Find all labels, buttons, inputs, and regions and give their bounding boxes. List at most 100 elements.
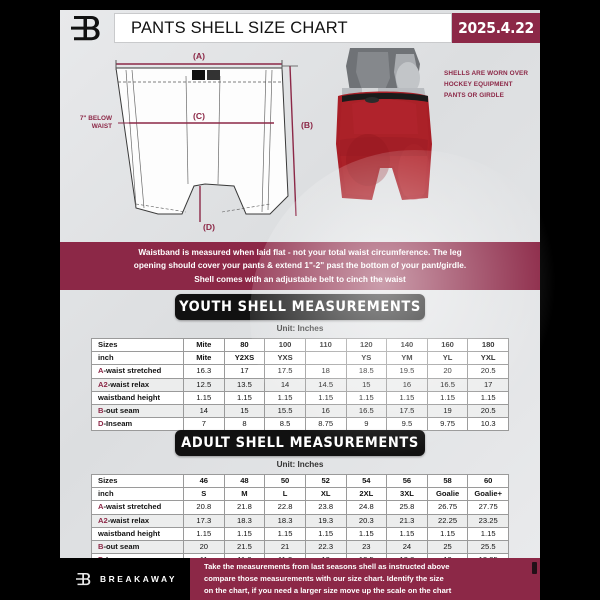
footer-line-3: on the chart, if you need a larger size … [204,585,452,595]
table-cell: 19.5 [386,364,428,379]
table-cell: 110 [304,337,347,353]
youth-section-banner: YOUTH SHELL MEASUREMENTS [175,294,425,320]
instruction-line-2: opening should cover your pants & extend… [133,260,467,271]
table-cell: 1.15 [426,390,469,405]
table-cell [304,351,347,366]
table-row: B-out seam 14 15 15.5 16 16.5 17.5 19 20.5 [91,403,509,419]
table-cell: 24 [386,539,428,555]
table-cell: 1.15 [386,526,428,541]
table-row: D-Inseam 7 8 8.5 8.75 9 9.5 9.75 10.3 [91,417,509,432]
table-cell: YXL [467,351,509,366]
table-cell: 24.8 [345,500,388,515]
table-cell: 17.3 [183,513,225,528]
table-cell: 21.5 [223,539,266,555]
table-cell: 22.25 [426,513,469,528]
row-key: D [98,419,104,429]
page-footer: BREAKAWAY Take the measurements from las… [60,558,540,600]
row-key: B [98,406,104,416]
table-cell: 100 [264,337,306,353]
table-cell: 1.15 [183,526,225,541]
row-label: A-waist stretched [91,364,184,379]
page-title: PANTS SHELL SIZE CHART [114,13,452,43]
table-cell: Mite [183,351,225,366]
table-cell: 16.5 [426,377,469,392]
row-label: inch [91,351,184,366]
table-cell: 12.5 [183,377,225,392]
table-cell: 21 [264,539,306,555]
table-cell: 1.15 [304,390,347,405]
table-cell: 14 [264,377,306,392]
pants-technical-drawing: (A) (C) (B) (D) 7" BELOW WAIST [74,46,324,236]
table-cell: 140 [386,337,428,353]
youth-table-body: Sizes Mite 80 100 110 120 140 160 180 inch Mite Y2X… [91,337,509,432]
adult-table-body: Sizes 46 48 50 52 54 56 58 60 inch S M L XL 2XL 3XL Goal… [91,473,509,568]
adult-section: ADULT SHELL MEASUREMENTS Unit: Inches Si… [60,430,540,568]
scroll-indicator[interactable] [532,562,537,574]
youth-section: YOUTH SHELL MEASUREMENTS Unit: Inches Si… [60,294,540,432]
table-cell: 46 [183,473,225,489]
table-cell: 20 [426,364,469,379]
table-cell: 25.5 [467,539,509,555]
table-cell: 9.75 [426,417,469,432]
table-cell: 16 [386,377,428,392]
row-label: D-Inseam [91,417,184,432]
table-row: B-out seam 20 21.5 21 22.3 23 24 25 25.5 [91,539,509,555]
table-cell: 160 [426,337,469,353]
table-cell: 23.25 [467,513,509,528]
table-cell: 18.3 [223,513,266,528]
row-label: Sizes [91,473,184,489]
table-cell: 8 [223,417,266,432]
adult-section-banner: ADULT SHELL MEASUREMENTS [175,430,425,456]
table-cell: 20.8 [183,500,225,515]
instruction-line-3: Shell comes with an adjustable belt to c… [194,273,406,284]
table-cell: 50 [264,473,306,489]
table-cell: 17.5 [264,364,306,379]
table-cell: YL [426,351,469,366]
row-label: B-out seam [91,539,184,555]
table-cell: 1.15 [386,390,428,405]
diagram-section: (A) (C) (B) (D) 7" BELOW WAIST [60,46,540,236]
table-cell: 60 [467,473,509,489]
table-cell: 120 [345,337,388,353]
table-cell: 1.15 [223,390,266,405]
table-cell: 25.8 [386,500,428,515]
row-label: waistband height [91,390,184,405]
table-cell: 23 [345,539,388,555]
table-cell: 54 [345,473,388,489]
table-cell: L [264,487,306,502]
row-label: A2-waist relax [91,513,184,528]
youth-unit-label: Unit: Inches [276,324,324,333]
table-cell: 21.3 [386,513,428,528]
table-cell: YS [345,351,388,366]
table-cell: Goalie+ [467,487,509,502]
table-cell: 17.5 [386,403,428,419]
table-cell: M [223,487,266,502]
footer-line-2: compare those measurements with our size… [204,574,444,583]
table-cell: 1.15 [426,526,469,541]
table-cell: 8.75 [304,417,347,432]
table-row: A-waist stretched 16.3 17 17.5 18 18.5 19.5 20 2… [91,364,509,379]
table-cell: 1.15 [345,526,388,541]
callout-b-label: (B) [301,120,313,130]
table-cell: 10.3 [467,417,509,432]
below-waist-label-2: WAIST [92,123,112,130]
row-label: inch [91,487,184,502]
table-cell: Goalie [426,487,469,502]
row-label: A2-waist relax [91,377,184,392]
shell-usage-note: SHELLS ARE WORN OVER HOCKEY EQUIPMENT PA… [444,70,529,100]
row-key: A [98,502,104,512]
table-row: Sizes 46 48 50 52 54 56 58 60 [91,473,509,489]
footer-instructions: Take the measurements from last seasons … [190,558,540,600]
table-cell: 16.3 [183,364,225,379]
table-cell: 52 [304,473,347,489]
table-row: inch S M L XL 2XL 3XL Goalie Goalie+ [91,487,509,502]
table-cell: 17 [223,364,266,379]
table-cell: 1.15 [304,526,347,541]
table-cell: 25 [426,539,469,555]
table-cell: 1.15 [467,526,509,541]
table-cell: XL [304,487,347,502]
table-row: inch Mite Y2XS YXS YS YM YL YXL [91,351,509,366]
table-row: A-waist stretched 20.8 21.8 22.8 23.8 24.8 25.… [91,500,509,515]
adult-unit-label: Unit: Inches [276,460,324,469]
